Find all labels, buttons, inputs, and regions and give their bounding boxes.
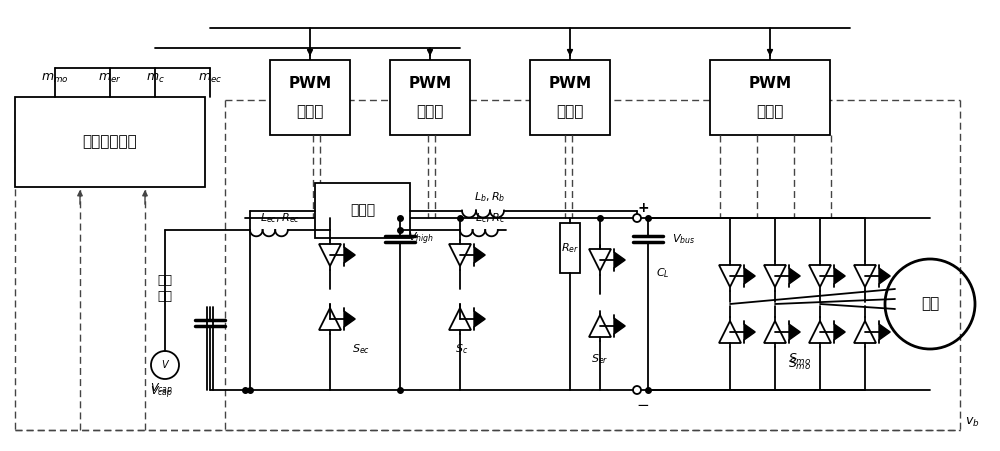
Text: V: V — [162, 360, 168, 370]
Text: 复合控制单元: 复合控制单元 — [83, 134, 137, 149]
Polygon shape — [879, 324, 890, 340]
Text: PWM: PWM — [288, 76, 332, 91]
Text: $R_{er}$: $R_{er}$ — [561, 241, 579, 255]
Text: 发生器: 发生器 — [756, 104, 784, 119]
Text: $v_b$: $v_b$ — [965, 415, 980, 428]
Text: 发生器: 发生器 — [296, 104, 324, 119]
Text: $V_{cap}$: $V_{cap}$ — [150, 385, 174, 401]
Text: 锂电池: 锂电池 — [350, 203, 375, 217]
Bar — [315, 183, 410, 238]
Polygon shape — [879, 268, 890, 284]
Polygon shape — [344, 311, 355, 327]
Bar — [710, 60, 830, 135]
Text: $L_b,R_b$: $L_b,R_b$ — [474, 191, 506, 204]
Text: +: + — [637, 201, 649, 215]
Text: $m_{ec}$: $m_{ec}$ — [198, 71, 222, 84]
Text: $V_{bus}$: $V_{bus}$ — [672, 232, 695, 246]
Text: 超级: 超级 — [158, 273, 173, 286]
Text: 电机: 电机 — [921, 296, 939, 312]
Text: $m_{er}$: $m_{er}$ — [98, 71, 122, 84]
Polygon shape — [744, 324, 755, 340]
Polygon shape — [614, 318, 625, 334]
Text: $m_c$: $m_c$ — [146, 71, 164, 84]
Bar — [15, 97, 205, 187]
Text: 发生器: 发生器 — [416, 104, 444, 119]
Text: PWM: PWM — [548, 76, 592, 91]
Text: $L_c,R_c$: $L_c,R_c$ — [475, 211, 505, 225]
Text: $S_c$: $S_c$ — [455, 342, 469, 356]
Text: $V_{cap}$: $V_{cap}$ — [150, 382, 174, 398]
Text: $S_{mo}$: $S_{mo}$ — [788, 356, 812, 372]
Polygon shape — [474, 247, 485, 263]
Text: PWM: PWM — [408, 76, 452, 91]
Polygon shape — [834, 324, 845, 340]
Bar — [390, 60, 470, 135]
Text: $S_{mo}$: $S_{mo}$ — [788, 351, 812, 367]
Text: $S_{er}$: $S_{er}$ — [591, 352, 609, 366]
Text: $-$: $-$ — [636, 396, 650, 410]
Bar — [560, 223, 580, 273]
Text: $L_{ec},R_{ec}$: $L_{ec},R_{ec}$ — [260, 211, 300, 225]
Polygon shape — [474, 311, 485, 327]
Circle shape — [633, 386, 641, 394]
Text: 发生器: 发生器 — [556, 104, 584, 119]
Text: 电容: 电容 — [158, 290, 173, 303]
Circle shape — [633, 214, 641, 222]
Text: PWM: PWM — [748, 76, 792, 91]
Text: $S_{ec}$: $S_{ec}$ — [352, 342, 370, 356]
Bar — [270, 60, 350, 135]
Bar — [530, 60, 610, 135]
Polygon shape — [744, 268, 755, 284]
Polygon shape — [614, 252, 625, 268]
Polygon shape — [834, 268, 845, 284]
Text: $m_{mo}$: $m_{mo}$ — [41, 71, 69, 84]
Polygon shape — [789, 268, 800, 284]
Polygon shape — [344, 247, 355, 263]
Polygon shape — [789, 324, 800, 340]
Text: $C_L$: $C_L$ — [656, 266, 670, 280]
Text: $V_{high}$: $V_{high}$ — [408, 231, 434, 247]
